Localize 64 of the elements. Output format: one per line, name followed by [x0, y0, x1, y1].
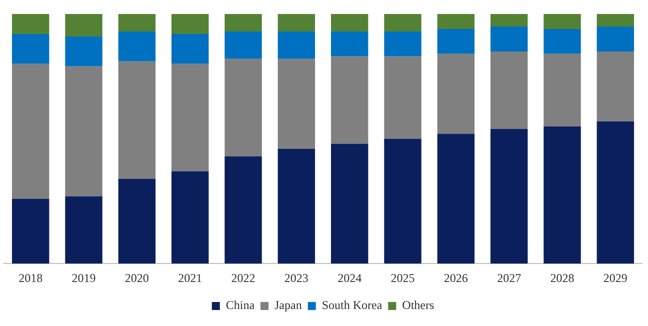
legend-label: Others — [402, 298, 434, 312]
x-tick-label: 2020 — [124, 270, 149, 285]
bar — [12, 14, 50, 34]
bar — [171, 34, 209, 64]
bar — [437, 14, 475, 29]
bar — [278, 14, 316, 32]
x-tick-label: 2025 — [390, 270, 415, 285]
legend-label: Japan — [274, 298, 302, 312]
x-tick-label: 2023 — [284, 270, 308, 285]
bar — [490, 14, 528, 26]
bar — [437, 28, 475, 54]
bar — [596, 14, 634, 26]
bar — [596, 51, 634, 122]
bar — [384, 31, 422, 56]
x-tick-label: 2019 — [72, 270, 96, 285]
x-tick-label: 2029 — [603, 270, 628, 285]
bar — [490, 26, 528, 52]
bar — [65, 196, 102, 264]
bar — [544, 28, 581, 54]
x-tick-label: 2022 — [231, 270, 256, 285]
bar — [118, 14, 156, 32]
bar — [171, 64, 209, 172]
x-tick-label: 2027 — [497, 270, 522, 285]
bar — [224, 31, 262, 59]
bar — [171, 14, 209, 34]
bar — [65, 36, 102, 66]
bar — [544, 54, 581, 126]
bar — [330, 31, 368, 56]
bar — [224, 14, 262, 32]
bar — [278, 148, 316, 264]
bar — [384, 14, 422, 32]
bar — [437, 134, 475, 264]
bar — [118, 178, 156, 264]
bar — [12, 64, 50, 199]
legend-label: China — [226, 298, 256, 312]
legend-label: South Korea — [322, 298, 383, 312]
bar — [118, 31, 156, 62]
bar — [171, 171, 209, 264]
bar — [12, 198, 50, 264]
bar — [384, 138, 422, 264]
bar — [384, 56, 422, 139]
bar — [224, 156, 262, 264]
bar — [490, 128, 528, 264]
bar — [118, 61, 156, 179]
bar — [596, 121, 634, 264]
bar — [278, 58, 316, 149]
bar — [544, 126, 581, 264]
x-tick-label: 2026 — [444, 270, 468, 285]
bar — [224, 58, 262, 156]
bar — [596, 26, 634, 52]
x-tick-label: 2024 — [338, 270, 362, 285]
bar — [437, 54, 475, 134]
bar — [490, 51, 528, 129]
bar — [330, 14, 368, 32]
bar — [330, 56, 368, 144]
x-tick-label: 2028 — [550, 270, 574, 285]
bar — [278, 31, 316, 59]
bar — [65, 14, 102, 36]
x-tick-label: 2021 — [178, 270, 202, 285]
x-tick-label: 2018 — [18, 270, 43, 285]
bar — [65, 66, 102, 196]
bar — [330, 144, 368, 264]
bar — [544, 14, 581, 29]
bar — [12, 34, 50, 64]
